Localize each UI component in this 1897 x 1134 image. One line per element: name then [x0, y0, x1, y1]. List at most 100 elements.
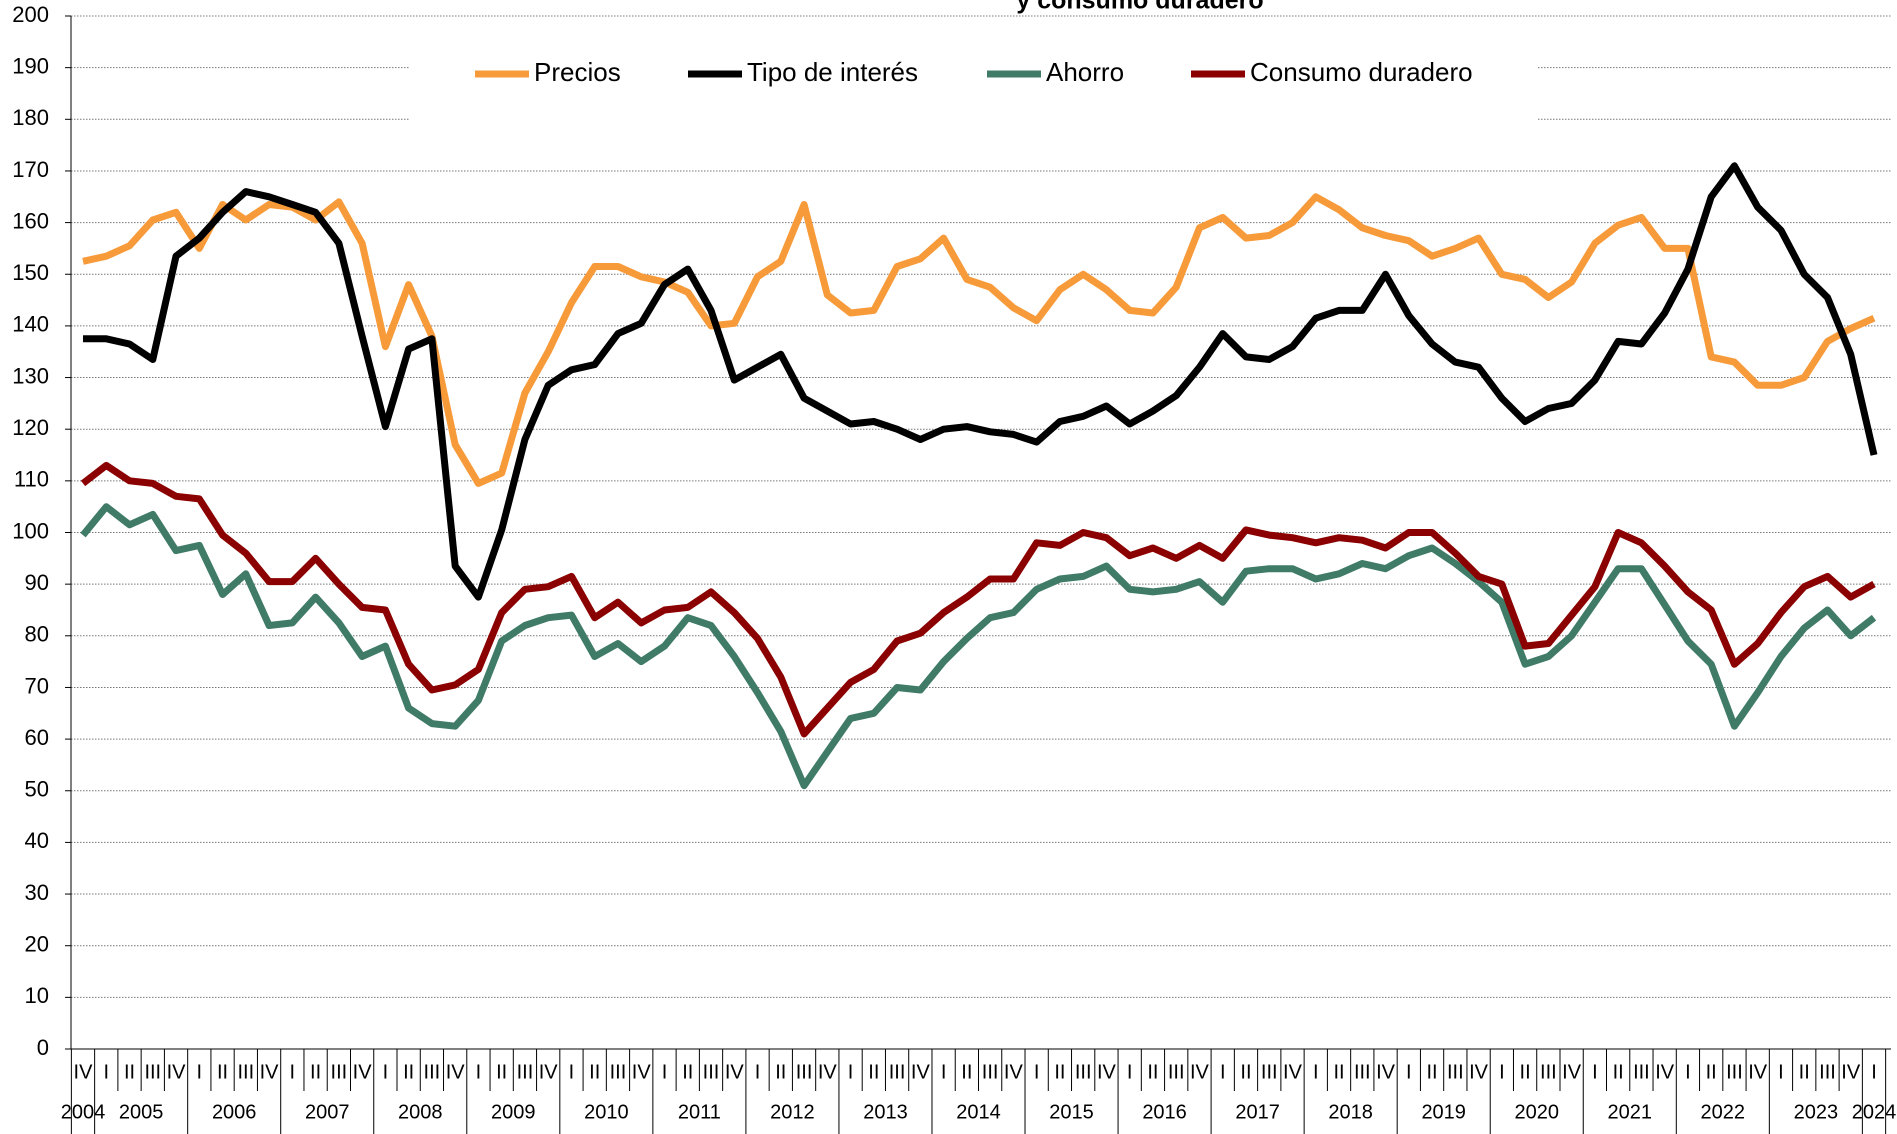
- legend-label: Consumo duradero: [1250, 57, 1473, 87]
- x-tick-label: II: [589, 1061, 600, 1083]
- year-label: 2017: [1235, 1101, 1280, 1123]
- y-tick-label: 180: [12, 105, 49, 130]
- x-tick-label: IV: [1004, 1061, 1024, 1083]
- x-tick-label: II: [775, 1061, 786, 1083]
- y-tick-label: 150: [12, 260, 49, 285]
- x-tick-label: IV: [1190, 1061, 1210, 1083]
- x-tick-label: III: [1447, 1061, 1464, 1083]
- y-tick-label: 200: [12, 2, 49, 27]
- year-label: 2005: [119, 1101, 164, 1123]
- year-label: 2019: [1421, 1101, 1466, 1123]
- year-label: 2013: [863, 1101, 908, 1123]
- x-tick-label: IV: [1748, 1061, 1768, 1083]
- x-tick-label: III: [517, 1061, 534, 1083]
- x-tick-label: IV: [911, 1061, 931, 1083]
- chart-title: y consumo duradero: [1016, 0, 1263, 15]
- year-label: 2023: [1794, 1101, 1839, 1123]
- series-line: [80, 461, 1876, 738]
- x-tick-label: IV: [1376, 1061, 1396, 1083]
- legend-label: Tipo de interés: [747, 57, 918, 87]
- x-tick-label: II: [217, 1061, 228, 1083]
- x-tick-label: II: [1799, 1061, 1810, 1083]
- year-label: 2006: [212, 1101, 257, 1123]
- x-tick-label: I: [755, 1061, 761, 1083]
- y-tick-label: 0: [37, 1035, 49, 1060]
- y-tick-label: 190: [12, 53, 49, 78]
- legend-label: Precios: [534, 57, 621, 87]
- legend-box: [410, 50, 1538, 122]
- x-tick-label: III: [424, 1061, 441, 1083]
- year-label: 2024: [1852, 1101, 1897, 1123]
- y-tick-label: 110: [14, 467, 49, 492]
- x-tick-label: IV: [539, 1061, 559, 1083]
- x-tick-label: I: [1313, 1061, 1319, 1083]
- x-tick-label: I: [1220, 1061, 1226, 1083]
- x-tick-label: I: [383, 1061, 389, 1083]
- y-tick-label: 60: [25, 725, 49, 750]
- x-tick-label: IV: [353, 1061, 373, 1083]
- x-tick-label: III: [1261, 1061, 1278, 1083]
- year-label: 2009: [491, 1101, 536, 1123]
- x-tick-label: II: [1333, 1061, 1344, 1083]
- x-tick-label: I: [290, 1061, 296, 1083]
- y-tick-label: 120: [12, 415, 49, 440]
- year-label: 2015: [1049, 1101, 1094, 1123]
- x-tick-label: II: [961, 1061, 972, 1083]
- year-label: 2010: [584, 1101, 629, 1123]
- y-tick-label: 170: [12, 157, 49, 182]
- x-tick-label: I: [1871, 1061, 1877, 1083]
- x-tick-label: I: [848, 1061, 854, 1083]
- year-label: 2020: [1514, 1101, 1559, 1123]
- y-tick-label: 90: [25, 570, 49, 595]
- x-tick-label: IV: [1562, 1061, 1582, 1083]
- x-tick-label: IV: [1655, 1061, 1675, 1083]
- x-tick-label: II: [310, 1061, 321, 1083]
- y-tick-label: 70: [25, 673, 49, 698]
- x-tick-label: III: [889, 1061, 906, 1083]
- x-tick-label: III: [982, 1061, 999, 1083]
- x-tick-label: I: [1034, 1061, 1040, 1083]
- y-tick-label: 50: [25, 777, 49, 802]
- x-tick-label: III: [1354, 1061, 1371, 1083]
- legend-label: Ahorro: [1046, 57, 1124, 87]
- x-tick-label: II: [868, 1061, 879, 1083]
- x-tick-label: IV: [1841, 1061, 1861, 1083]
- y-tick-label: 40: [25, 828, 49, 853]
- y-tick-label: 140: [12, 312, 49, 337]
- x-tick-label: I: [1406, 1061, 1412, 1083]
- x-tick-label: III: [796, 1061, 813, 1083]
- year-label: 2018: [1328, 1101, 1373, 1123]
- x-tick-label: III: [1726, 1061, 1743, 1083]
- x-tick-label: IV: [167, 1061, 187, 1083]
- x-tick-label: III: [1075, 1061, 1092, 1083]
- y-tick-label: 20: [25, 932, 49, 957]
- x-tick-label: I: [1685, 1061, 1691, 1083]
- x-tick-label: I: [1499, 1061, 1505, 1083]
- x-tick-label: IV: [74, 1061, 94, 1083]
- year-label: 2004: [61, 1101, 106, 1123]
- year-label: 2012: [770, 1101, 815, 1123]
- x-tick-label: IV: [818, 1061, 838, 1083]
- y-tick-label: 130: [12, 363, 49, 388]
- x-tick-label: I: [1778, 1061, 1784, 1083]
- x-tick-label: II: [1706, 1061, 1717, 1083]
- x-tick-label: IV: [632, 1061, 652, 1083]
- x-tick-label: III: [610, 1061, 627, 1083]
- year-label: 2007: [305, 1101, 350, 1123]
- x-tick-label: II: [1520, 1061, 1531, 1083]
- y-tick-label: 10: [25, 983, 49, 1008]
- year-label: 2014: [956, 1101, 1001, 1123]
- x-tick-label: II: [1240, 1061, 1251, 1083]
- year-label: 2008: [398, 1101, 443, 1123]
- x-tick-label: III: [1540, 1061, 1557, 1083]
- y-tick-label: 100: [12, 518, 49, 543]
- x-tick-label: III: [1633, 1061, 1650, 1083]
- x-tick-label: III: [331, 1061, 348, 1083]
- x-tick-label: II: [403, 1061, 414, 1083]
- x-tick-label: I: [197, 1061, 203, 1083]
- x-tick-label: III: [237, 1061, 254, 1083]
- x-tick-label: IV: [725, 1061, 745, 1083]
- x-tick-label: I: [476, 1061, 482, 1083]
- x-tick-label: I: [103, 1061, 109, 1083]
